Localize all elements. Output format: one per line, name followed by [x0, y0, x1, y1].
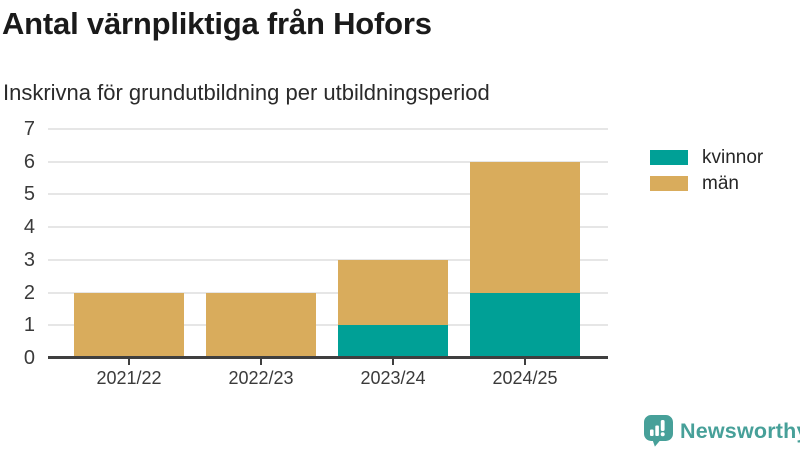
y-axis-label: 0 — [23, 347, 35, 369]
gridline — [48, 160, 608, 163]
x-axis-label: 2022/23 — [228, 368, 294, 388]
plot-area — [48, 128, 608, 358]
bar-segment-män — [74, 292, 184, 358]
gridline — [48, 226, 608, 229]
legend-item-kvinnor: kvinnor — [650, 147, 764, 168]
y-axis-label: 3 — [23, 248, 35, 271]
y-axis: 0 1 2 3 4 5 6 7 — [0, 118, 35, 369]
gridline — [48, 324, 608, 327]
legend-item-man: män — [650, 173, 763, 194]
y-axis-label: 4 — [23, 216, 35, 239]
gridline — [48, 193, 608, 196]
newsworthy-bubble-chart-icon — [644, 415, 673, 447]
bar-segment-män — [338, 259, 448, 326]
x-axis-tick — [128, 359, 130, 365]
chart-title: Antal värnpliktiga från Hofors — [2, 6, 432, 41]
y-axis-label: 2 — [23, 281, 35, 304]
gridline — [48, 291, 608, 294]
bar-segment-män — [206, 292, 316, 358]
x-axis-tick — [524, 359, 526, 365]
gridline — [48, 258, 608, 261]
x-axis-line — [48, 356, 608, 359]
x-axis-label: 2021/22 — [96, 368, 162, 388]
legend-swatch-man — [650, 176, 688, 191]
y-axis-label: 1 — [23, 314, 35, 337]
x-axis-tick — [260, 359, 262, 365]
newsworthy-wordmark: Newsworthy — [680, 418, 800, 443]
legend-label-man: män — [702, 173, 739, 194]
newsworthy-logo[interactable]: Newsworthy — [644, 414, 800, 448]
bar-segment-kvinnor — [470, 292, 580, 358]
gridline — [48, 128, 608, 130]
chart-subtitle: Inskrivna för grundutbildning per utbild… — [3, 80, 490, 105]
x-axis-label: 2023/24 — [360, 368, 426, 388]
x-axis-label: 2024/25 — [492, 368, 558, 388]
y-axis-label: 5 — [23, 183, 35, 206]
bar-segment-män — [470, 161, 580, 293]
legend-swatch-kvinnor — [650, 150, 688, 165]
legend-label-kvinnor: kvinnor — [702, 147, 764, 168]
y-axis-label: 7 — [23, 118, 35, 140]
y-axis-label: 6 — [23, 150, 35, 173]
x-axis: 2021/22 2022/23 2023/24 2024/25 — [48, 358, 608, 398]
bar-segment-kvinnor — [338, 325, 448, 358]
x-axis-tick — [392, 359, 394, 365]
legend: kvinnor män — [650, 147, 764, 202]
